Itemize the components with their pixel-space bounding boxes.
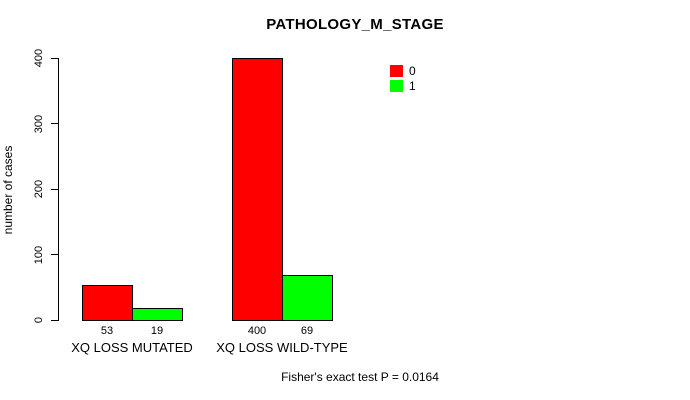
bar-1-xq-loss-wild-type	[282, 275, 333, 321]
y-axis-tick	[51, 57, 58, 59]
y-axis-tick-label: 100	[33, 245, 45, 264]
bar-value-label: 400	[247, 325, 267, 337]
bar-0-xq-loss-mutated	[82, 285, 133, 321]
legend-entry: 1	[390, 79, 416, 93]
bar-1-xq-loss-mutated	[132, 308, 183, 321]
y-axis-tick	[51, 188, 58, 190]
y-axis-tick	[51, 319, 58, 321]
legend-label: 1	[409, 79, 416, 93]
category-label: XQ LOSS WILD-TYPE	[216, 340, 348, 355]
y-axis-label: number of cases	[1, 145, 15, 235]
legend-entry: 0	[390, 64, 416, 78]
bar-0-xq-loss-wild-type	[232, 58, 283, 321]
bar-value-label: 53	[100, 325, 114, 337]
y-axis-tick-label: 300	[33, 114, 45, 133]
legend-swatch	[390, 80, 403, 92]
y-axis-tick	[51, 254, 58, 255]
y-axis-tick-label: 0	[33, 316, 45, 324]
bar-value-label: 19	[150, 325, 164, 337]
y-axis-tick-label: 400	[33, 48, 45, 68]
legend-swatch	[390, 65, 403, 77]
statistical-test-annotation: Fisher's exact test P = 0.0164	[281, 370, 439, 384]
y-axis-line	[58, 58, 59, 321]
legend-label: 0	[409, 64, 416, 78]
y-axis-tick	[51, 123, 58, 124]
y-axis-tick-label: 200	[33, 179, 45, 199]
category-label: XQ LOSS MUTATED	[71, 340, 193, 355]
bar-value-label: 69	[300, 325, 314, 337]
chart-title: PATHOLOGY_M_STAGE	[266, 16, 444, 33]
